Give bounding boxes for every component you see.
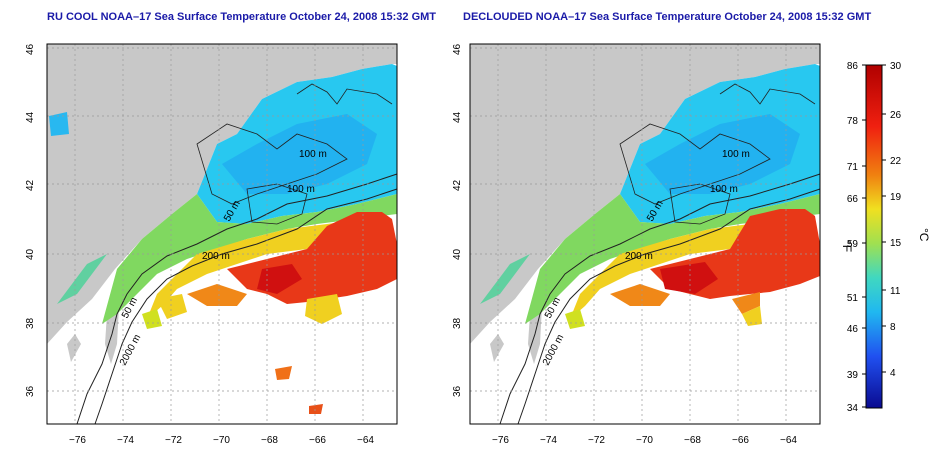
fahrenheit-tick: 86 (847, 61, 859, 72)
celsius-tick: 19 (890, 192, 902, 203)
contour-label: 100 m (299, 149, 327, 160)
y-tick-label: 42 (452, 179, 463, 191)
fahrenheit-axis-label: °F (840, 240, 854, 252)
right-map-title: DECLOUDED NOAA–17 Sea Surface Temperatur… (463, 11, 872, 23)
x-tick-label: −76 (69, 435, 86, 446)
contour-200m (499, 173, 821, 425)
contour-100m (196, 123, 348, 205)
x-tick-label: −64 (357, 435, 374, 446)
y-tick-label: 36 (452, 385, 463, 397)
celsius-axis-label: °C (917, 228, 931, 242)
y-tick-label: 44 (452, 111, 463, 123)
x-tick-label: −70 (636, 435, 653, 446)
contour-label: 100 m (722, 149, 750, 160)
right-map: 100 m 100 m 50 m 200 m 50 m 2000 m (469, 43, 821, 425)
shelf-water-region (102, 194, 397, 324)
colorbar: 86 78 71 66 59 51 46 39 34 30 26 22 19 1… (840, 61, 931, 414)
right-x-axis: −76 −74 −72 −70 −68 −66 −64 (492, 435, 797, 446)
celsius-tick: 4 (890, 368, 896, 379)
contour-2000m (94, 188, 398, 425)
right-y-axis: 46 44 42 40 38 36 (452, 43, 463, 397)
y-tick-label: 42 (25, 179, 36, 191)
left-map-title: RU COOL NOAA–17 Sea Surface Temperature … (47, 11, 437, 23)
x-tick-label: −74 (540, 435, 557, 446)
y-tick-label: 46 (25, 43, 36, 55)
x-tick-label: −68 (261, 435, 278, 446)
x-tick-label: −66 (732, 435, 749, 446)
x-tick-label: −74 (117, 435, 134, 446)
x-tick-label: −72 (165, 435, 182, 446)
fahrenheit-tick: 51 (847, 293, 859, 304)
y-tick-label: 38 (25, 317, 36, 329)
y-tick-label: 36 (25, 385, 36, 397)
fahrenheit-tick: 78 (847, 116, 859, 127)
x-tick-label: −76 (492, 435, 509, 446)
y-tick-label: 40 (452, 248, 463, 260)
contour-100m (619, 123, 771, 205)
fahrenheit-tick: 34 (847, 403, 859, 414)
fahrenheit-tick: 59 (847, 239, 859, 250)
x-tick-label: −66 (309, 435, 326, 446)
colorbar-gradient (865, 64, 883, 409)
y-tick-label: 44 (25, 111, 36, 123)
celsius-tick: 30 (890, 61, 902, 72)
x-tick-label: −64 (780, 435, 797, 446)
contour-2000m (517, 188, 821, 425)
y-tick-label: 40 (25, 248, 36, 260)
contour-label: 100 m (710, 184, 738, 195)
celsius-tick: 26 (890, 110, 902, 121)
x-tick-label: −72 (588, 435, 605, 446)
shelf-water-region (525, 194, 820, 324)
contour-label: 100 m (287, 184, 315, 195)
celsius-tick: 22 (890, 156, 902, 167)
fahrenheit-tick: 66 (847, 194, 859, 205)
celsius-tick: 15 (890, 238, 902, 249)
y-tick-label: 38 (452, 317, 463, 329)
contour-200m (76, 173, 398, 425)
x-tick-label: −68 (684, 435, 701, 446)
celsius-tick: 11 (890, 286, 901, 297)
left-y-axis: 46 44 42 40 38 36 (25, 43, 36, 397)
left-x-axis: −76 −74 −72 −70 −68 −66 −64 (69, 435, 374, 446)
left-map: 100 m 100 m 50 m 200 m 50 m 2000 m (46, 43, 398, 425)
contour-label: 200 m (625, 251, 653, 262)
x-tick-label: −70 (213, 435, 230, 446)
contour-label: 200 m (202, 251, 230, 262)
fahrenheit-tick: 46 (847, 324, 859, 335)
fahrenheit-tick: 39 (847, 370, 859, 381)
celsius-tick: 8 (890, 322, 896, 333)
fahrenheit-tick: 71 (847, 162, 859, 173)
y-tick-label: 46 (452, 43, 463, 55)
